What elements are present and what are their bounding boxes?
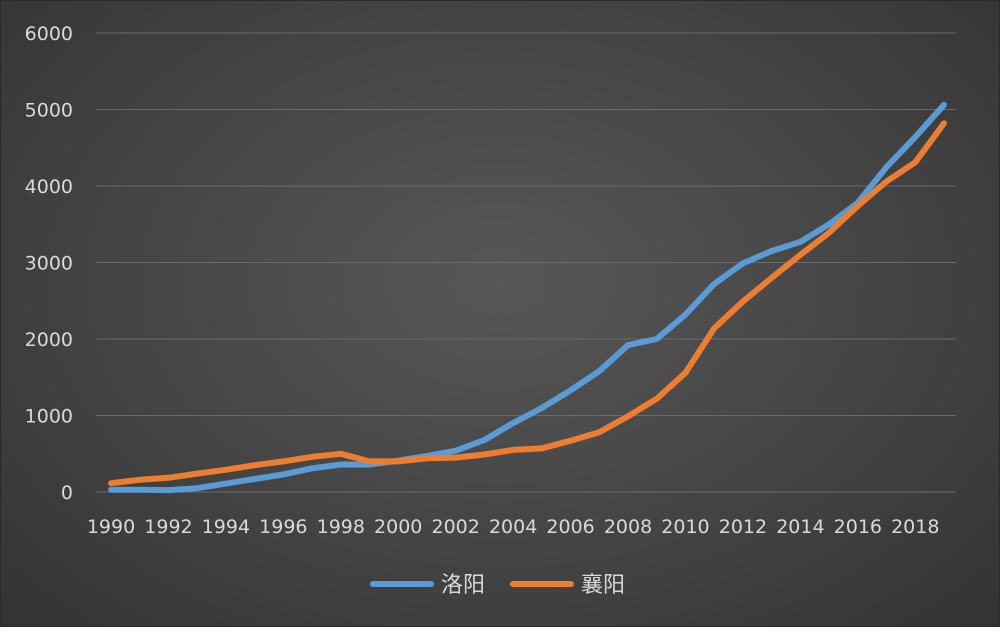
x-tick-label: 1996 (259, 516, 307, 538)
x-tick-label: 2000 (374, 516, 422, 538)
x-tick-label: 2014 (776, 516, 824, 538)
x-tick-label: 2008 (604, 516, 652, 538)
x-tick-label: 2018 (891, 516, 939, 538)
y-axis-ticks: 0 1000 2000 3000 4000 5000 6000 (25, 23, 73, 504)
x-tick-label: 2002 (432, 516, 480, 538)
x-tick-label: 1994 (202, 516, 250, 538)
y-tick-label: 1000 (25, 406, 73, 428)
x-tick-label: 2004 (489, 516, 537, 538)
y-tick-label: 2000 (25, 329, 73, 351)
x-tick-label: 2016 (834, 516, 882, 538)
y-tick-label: 0 (61, 482, 73, 504)
gridlines (96, 32, 956, 493)
series-line-1 (108, 120, 947, 487)
x-tick-label: 1990 (87, 516, 135, 538)
x-tick-label: 1992 (144, 516, 192, 538)
series-line-0 (108, 101, 947, 494)
x-tick-label: 2010 (661, 516, 709, 538)
legend-label: 洛阳 (441, 573, 485, 598)
legend-label: 襄阳 (581, 573, 625, 598)
y-tick-label: 3000 (25, 253, 73, 275)
series-lines (108, 101, 947, 494)
x-tick-label: 1998 (317, 516, 365, 538)
x-axis-ticks: 1990 1992 1994 1996 1998 2000 2002 2004 2006 2008… (87, 516, 940, 538)
y-tick-label: 6000 (25, 23, 73, 45)
x-tick-label: 2006 (546, 516, 594, 538)
y-tick-label: 5000 (25, 100, 73, 122)
legend: 洛阳 襄阳 (370, 573, 625, 598)
y-tick-label: 4000 (25, 176, 73, 198)
x-tick-label: 2012 (719, 516, 767, 538)
